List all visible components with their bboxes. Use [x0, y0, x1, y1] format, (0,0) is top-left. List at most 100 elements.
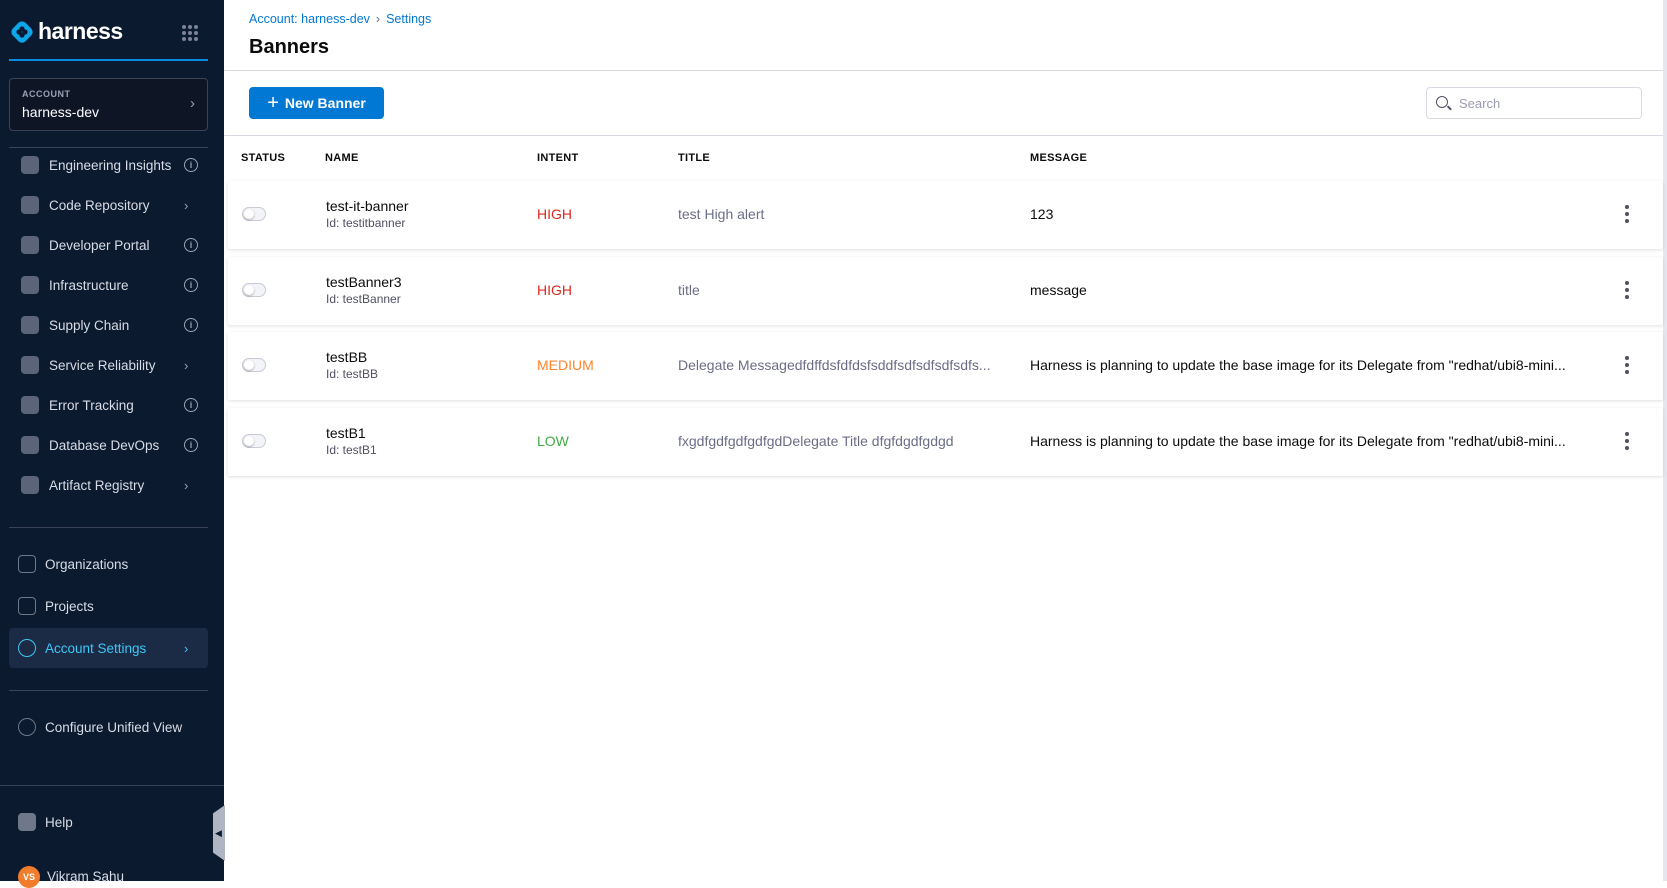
intent-badge: LOW: [537, 432, 569, 449]
more-options-icon[interactable]: [1624, 356, 1630, 374]
sidebar-item-artifact-registry[interactable]: Artifact Registry ›: [0, 465, 224, 505]
sidebar-item-engineering-insights[interactable]: Engineering Insights i: [0, 145, 224, 185]
banner-name: testB1: [326, 424, 366, 441]
sidebar-item-label: Developer Portal: [49, 237, 150, 253]
info-icon[interactable]: i: [184, 278, 198, 292]
search-placeholder: Search: [1459, 95, 1501, 111]
divider: [224, 70, 1663, 71]
account-label: ACCOUNT: [22, 89, 71, 99]
divider: [0, 785, 224, 786]
banner-name: testBB: [326, 349, 368, 365]
sidebar-item-account-settings[interactable]: Account Settings ›: [9, 628, 208, 668]
breadcrumb: Account: harness-dev › Settings: [249, 12, 431, 26]
service-reliability-icon: [21, 356, 39, 374]
sidebar-item-label: Artifact Registry: [49, 477, 145, 493]
sidebar-item-label: Supply Chain: [49, 317, 130, 333]
account-name: harness-dev: [22, 104, 100, 120]
sidebar-item-label: Code Repository: [49, 197, 150, 213]
help-icon: [18, 813, 36, 831]
page-title: Banners: [249, 36, 330, 58]
column-header-status: STATUS: [241, 152, 286, 164]
table-row[interactable]: testBanner3 Id: testBanner HIGH title me…: [228, 256, 1663, 325]
code-repository-icon: [21, 196, 39, 214]
sidebar-item-developer-portal[interactable]: Developer Portal i: [0, 225, 224, 265]
banner-title: fxgdfgdfgdfgdfgdDelegate Title dfgfdgdfg…: [678, 432, 954, 449]
wrench-icon: [18, 718, 36, 736]
plus-icon: +: [267, 92, 279, 114]
more-options-icon[interactable]: [1624, 205, 1630, 223]
column-header-name: NAME: [325, 152, 359, 164]
chevron-right-icon: ›: [184, 197, 189, 213]
logo-underline: [9, 59, 208, 61]
sidebar-item-label: Infrastructure: [49, 277, 129, 293]
divider: [224, 135, 1663, 136]
sidebar-item-label: Account Settings: [45, 640, 147, 656]
info-icon[interactable]: i: [184, 158, 198, 172]
search-input[interactable]: Search: [1426, 87, 1642, 119]
error-tracking-icon: [21, 396, 39, 414]
search-icon: [1436, 96, 1448, 108]
avatar[interactable]: VS: [18, 866, 40, 888]
intent-badge: HIGH: [537, 281, 572, 298]
divider: [9, 527, 208, 528]
more-options-icon[interactable]: [1624, 431, 1630, 450]
sidebar-item-label: Help: [45, 814, 73, 830]
sidebar-item-database-devops[interactable]: Database DevOps i: [0, 425, 224, 465]
table-row[interactable]: testBB Id: testBB MEDIUM Delegate Messag…: [228, 332, 1663, 400]
banner-id: Id: testitbanner: [326, 216, 406, 230]
sidebar-item-supply-chain[interactable]: Supply Chain i: [0, 305, 224, 345]
sidebar-item-configure-unified-view[interactable]: Configure Unified View: [0, 707, 224, 747]
banner-id: Id: testBB: [326, 367, 379, 381]
sidebar-item-code-repository[interactable]: Code Repository ›: [0, 185, 224, 225]
more-options-icon[interactable]: [1624, 280, 1630, 299]
collapse-sidebar-button[interactable]: ◀: [213, 805, 225, 861]
status-toggle[interactable]: [242, 207, 266, 221]
chevron-right-icon: ›: [184, 640, 189, 656]
sidebar-item-service-reliability[interactable]: Service Reliability ›: [0, 345, 224, 385]
new-banner-button[interactable]: + New Banner: [249, 87, 384, 119]
table-row[interactable]: test-it-banner Id: testitbanner HIGH tes…: [228, 181, 1663, 249]
banner-message: message: [1030, 281, 1087, 298]
divider: [9, 690, 208, 691]
app-launcher-icon[interactable]: [182, 25, 198, 41]
status-toggle[interactable]: [242, 358, 266, 372]
chevron-right-icon: ›: [184, 357, 189, 373]
banner-title: Delegate Messagedfdffdsfdfdsfsddfsdfsdfs…: [678, 357, 991, 373]
user-name[interactable]: Vikram Sahu: [47, 869, 125, 884]
intent-badge: HIGH: [537, 206, 572, 222]
supply-chain-icon: [21, 316, 39, 334]
banner-message: Harness is planning to update the base i…: [1030, 432, 1566, 449]
harness-logo-icon: [11, 20, 33, 43]
banner-message: 123: [1030, 206, 1054, 222]
sidebar-item-label: Projects: [45, 598, 94, 614]
status-toggle[interactable]: [242, 282, 266, 297]
breadcrumb-account[interactable]: Account: harness-dev: [249, 12, 370, 26]
info-icon[interactable]: i: [184, 438, 198, 452]
sidebar-item-label: Service Reliability: [49, 357, 156, 373]
gear-icon: [18, 639, 36, 657]
account-selector[interactable]: ACCOUNT harness-dev ›: [9, 78, 208, 131]
column-header-intent: INTENT: [537, 152, 579, 164]
sidebar-item-projects[interactable]: Projects: [0, 586, 224, 626]
harness-logo[interactable]: harness: [10, 18, 123, 45]
main-content: Account: harness-dev › Settings Banners + N…: [224, 0, 1667, 881]
projects-icon: [18, 597, 36, 615]
organizations-icon: [18, 555, 36, 573]
status-toggle[interactable]: [242, 433, 266, 448]
banner-name: testBanner3: [326, 273, 402, 290]
banner-name: test-it-banner: [326, 198, 409, 214]
breadcrumb-settings[interactable]: Settings: [386, 12, 432, 26]
sidebar-item-organizations[interactable]: Organizations: [0, 544, 224, 584]
sidebar-item-label: Error Tracking: [49, 397, 134, 413]
info-icon[interactable]: i: [184, 318, 198, 332]
sidebar-item-label: Configure Unified View: [45, 719, 183, 735]
artifact-registry-icon: [21, 476, 39, 494]
sidebar-item-error-tracking[interactable]: Error Tracking i: [0, 385, 224, 425]
table-row[interactable]: testB1 Id: testB1 LOW fxgdfgdfgdfgdfgdDe…: [228, 407, 1663, 476]
new-banner-label: New Banner: [284, 95, 366, 111]
sidebar-item-help[interactable]: Help: [0, 802, 224, 842]
info-icon[interactable]: i: [184, 238, 198, 252]
info-icon[interactable]: i: [184, 398, 198, 412]
developer-portal-icon: [21, 236, 39, 254]
sidebar-item-infrastructure[interactable]: Infrastructure i: [0, 265, 224, 305]
